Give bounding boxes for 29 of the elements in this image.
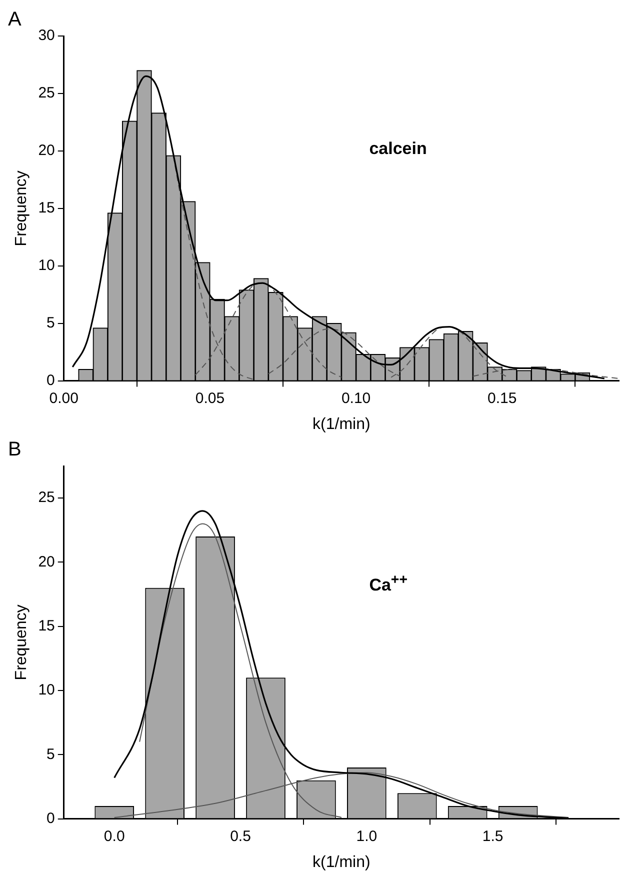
y-tick-label: 5 [46,314,55,332]
x-axis-title: k(1/min) [312,416,370,433]
chart-title: A [8,8,22,31]
x-tick-label: 0.05 [195,390,225,407]
chart-title: B [8,438,22,461]
annotation: calcein [369,139,427,160]
y-tick-label: 10 [38,257,55,274]
y-tick-label: 25 [38,84,55,102]
x-tick-label: 0.5 [230,828,251,845]
annotation: Ca$^{++}$ [369,572,408,596]
y-tick-label: 15 [38,200,55,217]
y-tick-label: 0 [46,372,55,389]
y-axis-title: Frequency [13,604,30,680]
y-tick-label: 5 [46,746,55,763]
y-tick-label: 20 [38,142,55,160]
y-axis-title: Frequency [13,170,30,246]
x-tick-label: 0.00 [49,390,78,407]
x-tick-label: 0.0 [104,828,125,845]
x-tick-label: 1.0 [356,828,378,845]
x-tick-label: 1.5 [482,828,504,845]
y-tick-label: 10 [38,682,55,699]
y-tick-label: 30 [38,27,55,44]
y-tick-label: 25 [38,489,55,506]
y-tick-label: 0 [46,810,55,827]
x-tick-label: 0.10 [341,390,371,407]
y-tick-label: 20 [38,553,55,570]
x-tick-label: 0.15 [488,390,517,407]
x-axis-title: k(1/min) [312,854,370,871]
y-tick-label: 15 [38,618,55,635]
